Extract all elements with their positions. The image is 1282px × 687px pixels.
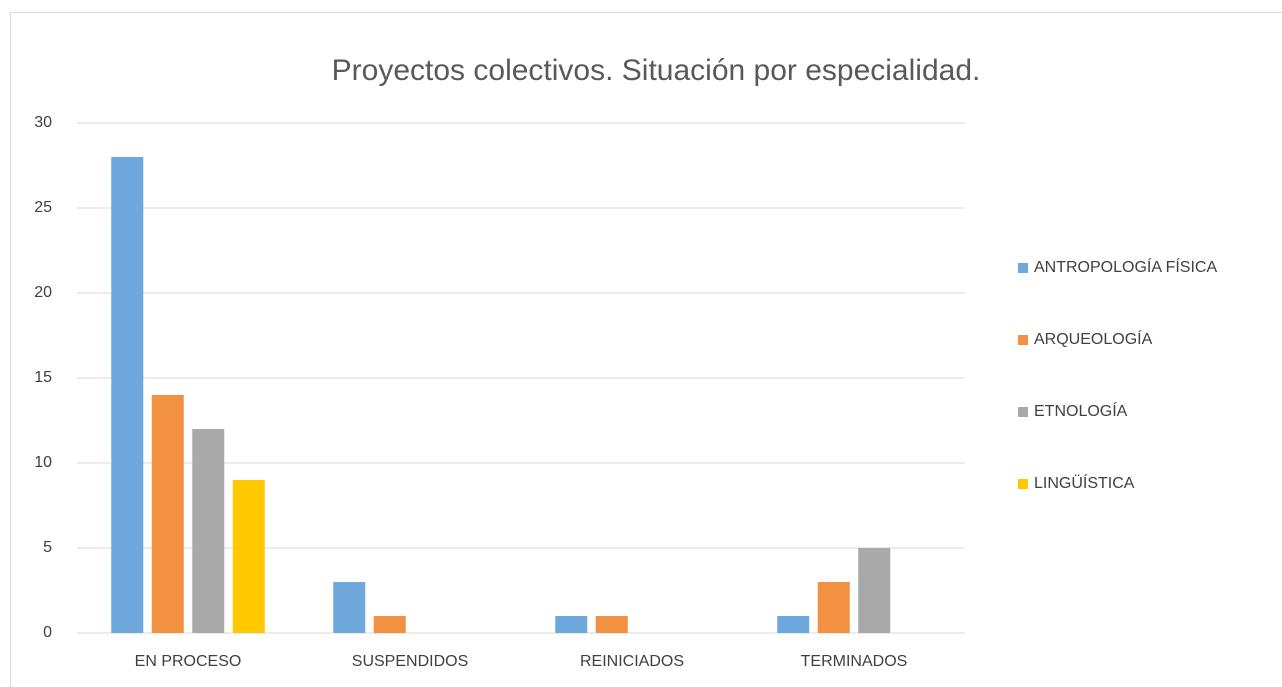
y-tick-label: 20 <box>34 284 52 301</box>
legend-label: LINGÜÍSTICA <box>1034 473 1135 492</box>
bar <box>555 616 588 633</box>
chart-title: Proyectos colectivos. Situación por espe… <box>332 54 981 87</box>
bar <box>777 616 810 633</box>
x-tick-label: EN PROCESO <box>135 653 242 670</box>
legend-label: ANTROPOLOGÍA FÍSICA <box>1034 257 1217 276</box>
y-tick-label: 30 <box>34 114 52 131</box>
x-tick-label: REINICIADOS <box>580 653 684 670</box>
x-tick-label: TERMINADOS <box>801 653 908 670</box>
legend-label: ARQUEOLOGÍA <box>1034 329 1153 348</box>
bar <box>373 616 406 633</box>
y-tick-label: 5 <box>43 539 52 556</box>
legend-swatch <box>1018 263 1028 273</box>
legend-swatch <box>1018 407 1028 417</box>
bar <box>817 582 850 633</box>
bar <box>151 395 184 633</box>
y-tick-label: 25 <box>34 199 52 216</box>
legend-swatch <box>1018 479 1028 489</box>
bar <box>333 582 366 633</box>
legend-label: ETNOLOGÍA <box>1034 401 1128 420</box>
bar <box>858 548 891 633</box>
bar <box>192 429 225 633</box>
legend-swatch <box>1018 335 1028 345</box>
bar <box>595 616 628 633</box>
y-tick-label: 15 <box>34 369 52 386</box>
bar <box>232 480 265 633</box>
bar <box>111 157 144 633</box>
y-tick-label: 0 <box>43 624 52 641</box>
x-tick-label: SUSPENDIDOS <box>352 653 468 670</box>
y-tick-label: 10 <box>34 454 52 471</box>
